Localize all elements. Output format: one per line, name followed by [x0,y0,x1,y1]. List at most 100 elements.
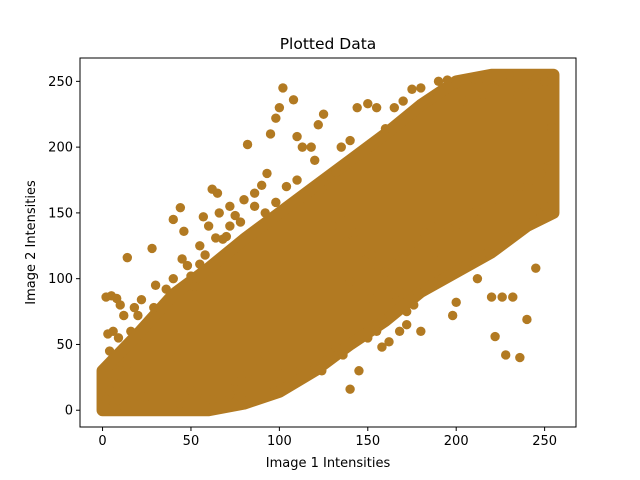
scatter-point [359,280,369,290]
scatter-point [267,379,277,389]
scatter-point [508,292,518,302]
scatter-point [377,313,387,323]
scatter-point [412,287,422,297]
scatter-point [401,320,412,330]
scatter-point [262,168,272,179]
scatter-point [460,96,470,106]
scatter-point [348,227,359,238]
scatter-point [430,247,440,258]
scatter-point [133,310,143,321]
scatter-point [486,83,497,93]
scatter-point [490,331,500,342]
x-tick-label: 250 [532,434,557,449]
scatter-point [377,342,387,352]
scatter-point [460,263,470,273]
scatter-point [324,347,334,358]
scatter-point [324,171,334,181]
scatter-point [416,326,426,336]
scatter-point [478,89,488,100]
x-tick-label: 0 [98,434,106,449]
scatter-point [546,122,557,133]
scatter-point [469,208,479,218]
scatter-point [225,201,235,212]
scatter-point [126,326,136,336]
scatter-point [104,385,115,396]
scatter-point [531,74,541,84]
scatter-point [278,83,288,93]
scatter-point [336,142,346,152]
scatter-point [341,237,352,247]
scatter-point [529,214,539,225]
scatter-point [249,188,260,198]
y-tick-label: 250 [48,75,73,90]
scatter-point [256,180,267,190]
x-axis-label: Image 1 Intensities [266,456,391,471]
y-tick-label: 150 [48,206,73,221]
scatter-point [297,142,308,152]
scatter-point [338,350,348,360]
scatter-point [119,310,129,321]
scatter-point [295,360,306,371]
scatter-point [380,124,391,134]
scatter-point [548,70,559,80]
scatter-point [536,168,546,179]
scatter-point [394,287,405,297]
scatter-point [409,300,419,310]
axes-frame [79,57,577,428]
scatter-point [522,79,532,89]
scatter-point [363,99,373,109]
scatter-point [424,93,435,104]
x-tick-label: 100 [267,434,292,449]
scatter-point [515,352,525,363]
x-axis: 0 50 100 150 200 250 [98,427,557,449]
scatter-point [405,241,415,251]
scatter-point [317,184,327,194]
scatter-point [504,70,514,80]
scatter-point [175,398,186,409]
scatter-point [195,241,205,251]
y-tick-label: 0 [65,404,73,419]
scatter-point [451,297,461,308]
scatter-point [451,79,461,89]
scatter-point [242,139,253,150]
scatter-point [129,302,140,313]
plot-area [96,68,560,417]
scatter-point [548,142,559,152]
scatter-point [104,368,115,379]
scatter-point [189,281,200,292]
scatter-point [115,366,125,376]
scatter-point [447,310,458,321]
scatter-point [313,120,323,130]
scatter-point [416,83,426,93]
scatter-point [271,197,281,208]
scatter-point [394,326,405,336]
x-tick-label: 150 [355,434,380,449]
scatter-point [497,292,507,302]
scatter-point [140,392,150,402]
scatter-point [249,201,260,212]
scatter-point [310,355,320,365]
scatter-point [122,359,133,369]
scatter-point [101,395,111,405]
scatter-point [543,155,553,165]
scatter-point [539,76,550,87]
scatter-point [186,385,196,396]
scatter-point [345,135,355,146]
chart-title: Plotted Data [280,35,377,53]
scatter-point [493,195,504,205]
scatter-point [271,113,281,123]
scatter-point [211,233,221,243]
scatter-point [168,214,178,225]
scatter-point [407,84,417,94]
scatter-point [515,181,525,192]
scatter-point [398,96,408,106]
scatter-point [352,102,362,113]
scatter-point [318,109,329,119]
scatter-point [331,167,341,177]
scatter-point [398,250,408,260]
scatter-point [495,76,506,87]
x-tick-label: 50 [183,434,200,449]
scatter-point [539,201,550,212]
scatter-point [182,260,193,271]
scatter-point [306,142,316,152]
